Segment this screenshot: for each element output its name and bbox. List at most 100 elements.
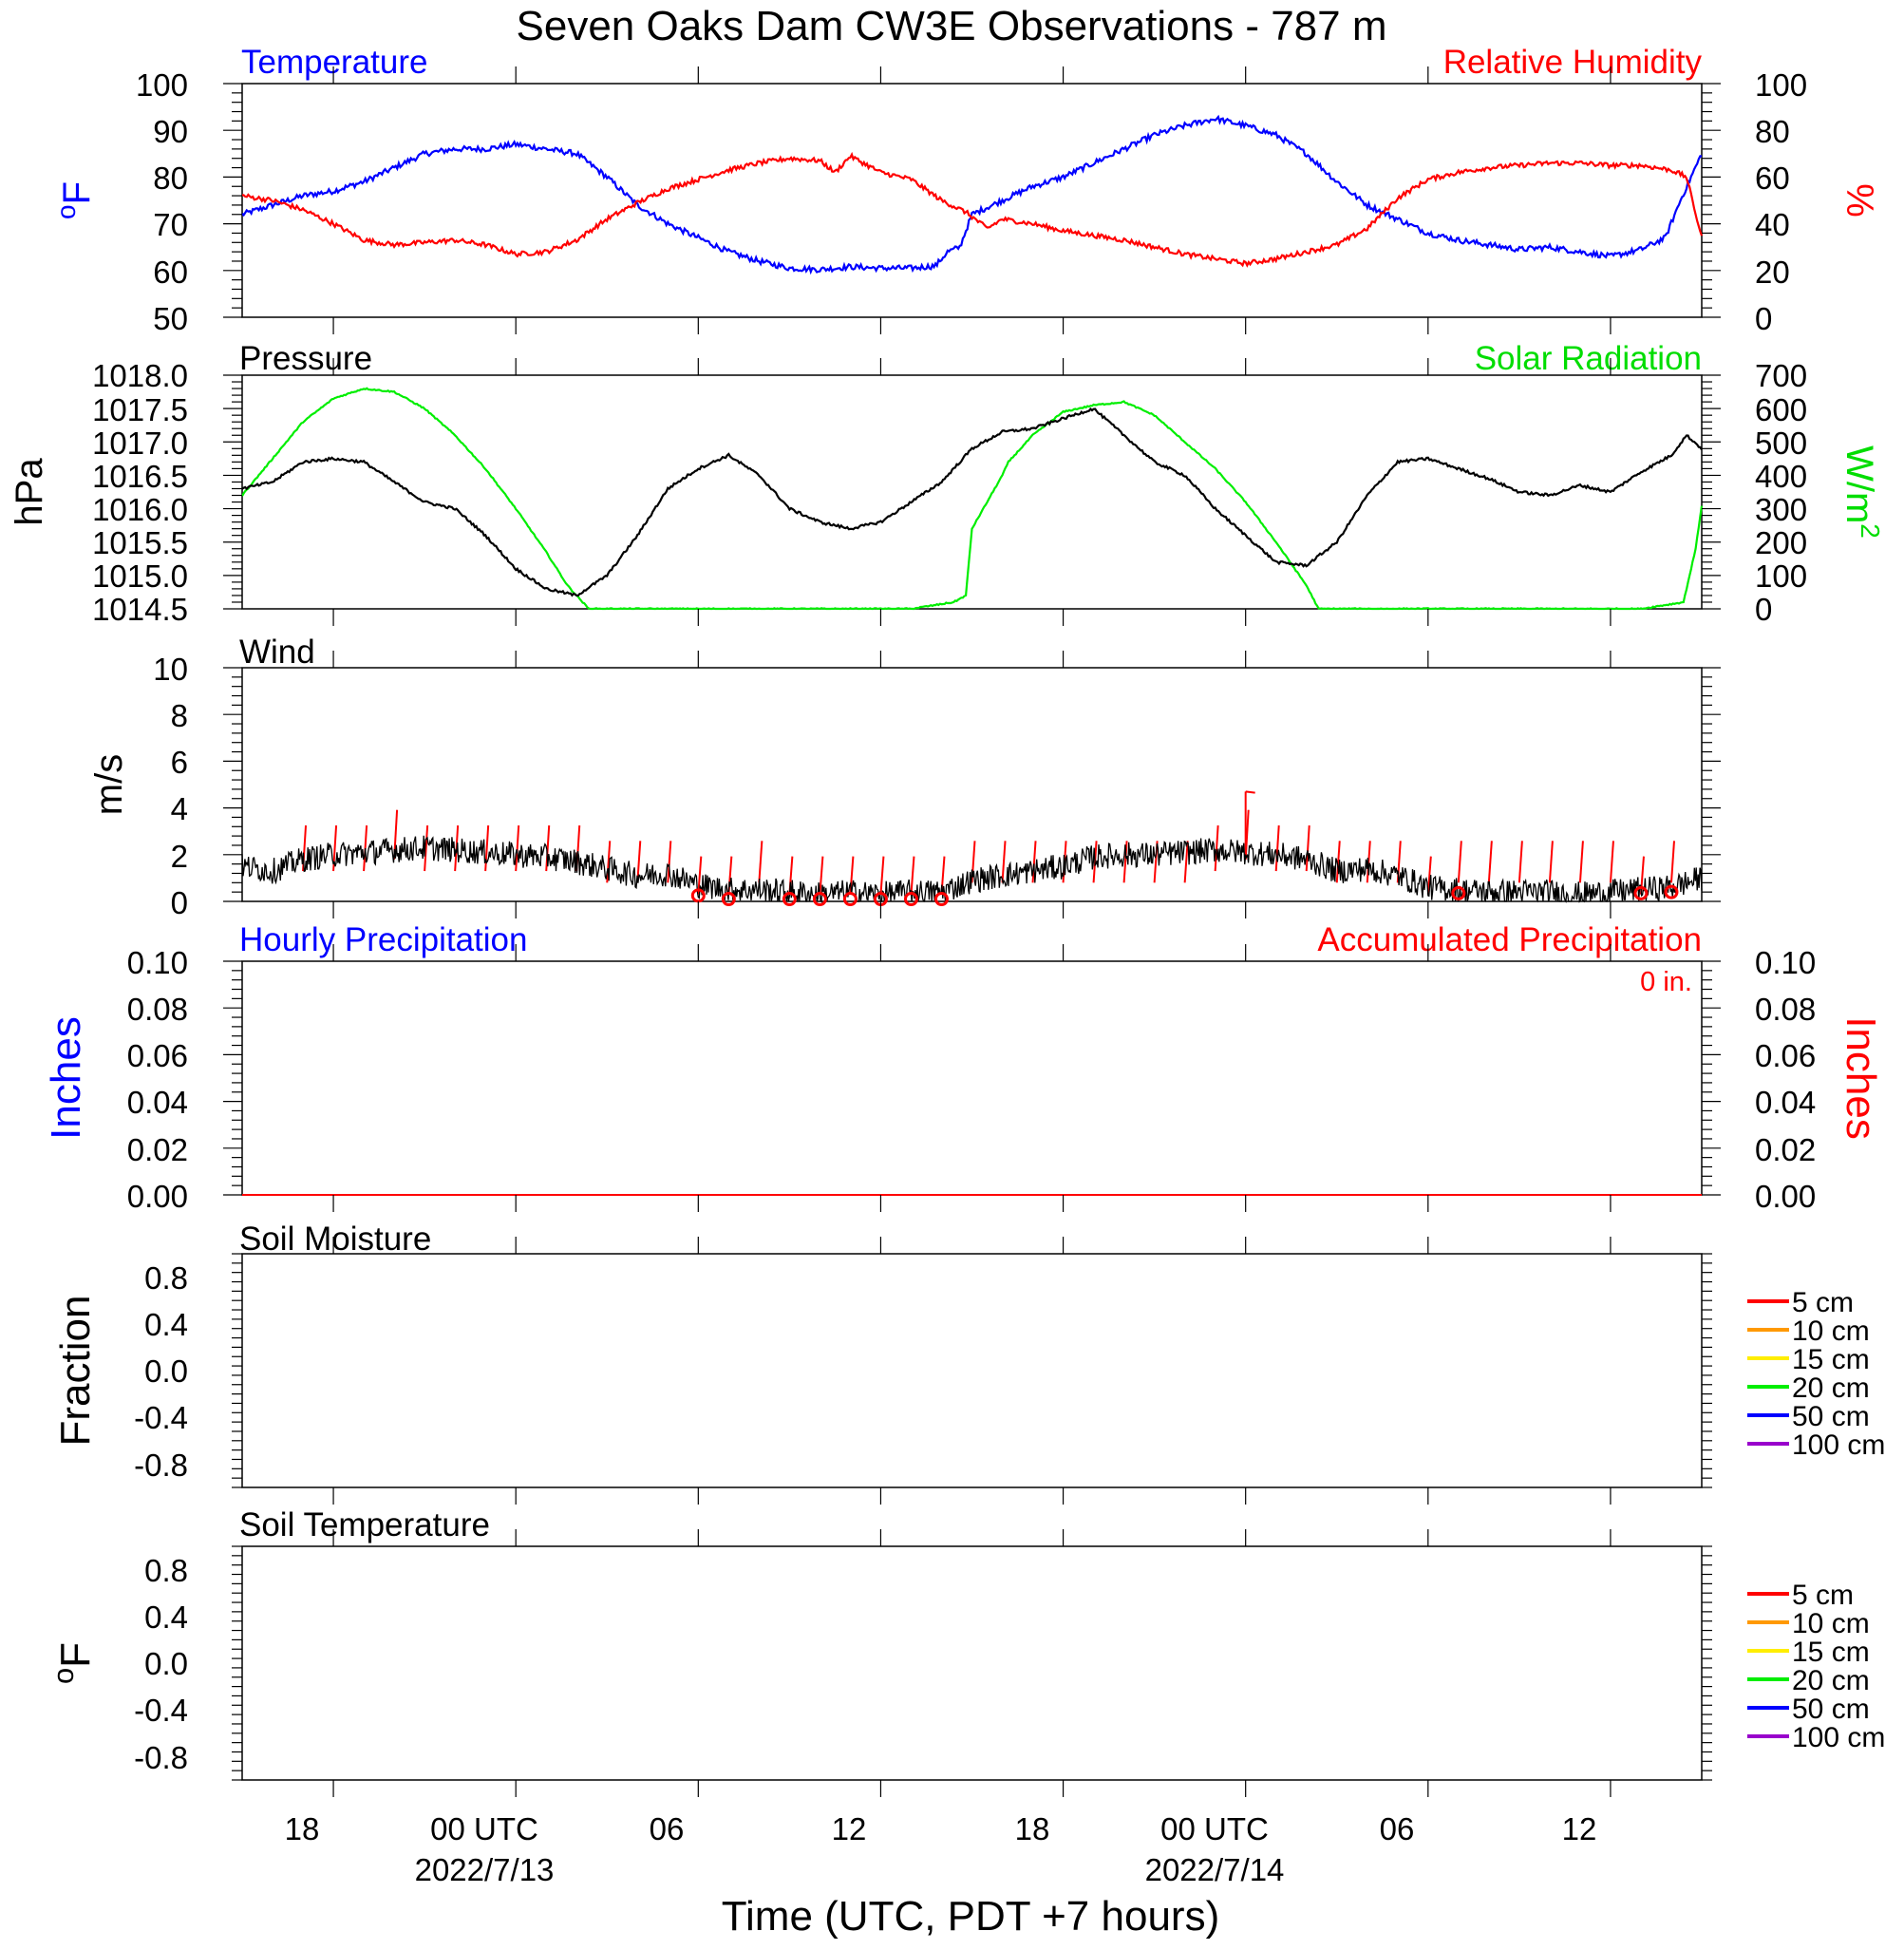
pressure-unit-label: hPa (9, 458, 50, 526)
pressure-solar-series (241, 387, 1704, 611)
wind-barb (1457, 841, 1462, 883)
soil-temp-frame (241, 1545, 1703, 1781)
wind-barb (424, 824, 429, 872)
wind-title: Wind (239, 634, 315, 671)
temp-rh-series (241, 114, 1704, 275)
wind-barb (879, 856, 885, 895)
legend-label: 100 cm (1792, 1429, 1885, 1461)
legend-label: 5 cm (1792, 1287, 1854, 1318)
soil-moisture-left-ticks: 0.8 0.4 0.0 -0.4 -0.8 (134, 1260, 188, 1483)
soil-moisture-unit-label: Fraction (52, 1296, 99, 1447)
wind-barb (1122, 841, 1128, 883)
soil-temp-tick: -0.4 (134, 1693, 188, 1728)
temp-tick: 90 (153, 114, 188, 149)
pressure-tick: 1018.0 (92, 358, 188, 393)
wind-tick: 4 (171, 791, 188, 826)
precip-tick: 0.04 (127, 1085, 188, 1120)
accum-tick: 0.04 (1755, 1085, 1816, 1120)
temp-rh-frame (241, 83, 1703, 318)
soil-temp-left-ticks: 0.8 0.4 0.0 -0.4 -0.8 (134, 1553, 188, 1775)
wind-barb (1426, 856, 1432, 895)
solar-tick: 200 (1755, 525, 1807, 560)
panel-soil-moisture: Soil Moisture 0.8 0.4 0.0 -0.4 -0.8 Frac… (52, 1221, 1885, 1488)
pressure-tick: 1016.0 (92, 492, 188, 527)
solar-tick: 0 (1755, 592, 1772, 627)
temp-tick: 70 (153, 207, 188, 242)
humidity-line (241, 151, 1704, 268)
soil-moisture-tick: -0.8 (134, 1448, 188, 1483)
legend-label: 15 cm (1792, 1344, 1870, 1375)
wind-barb (484, 824, 490, 872)
wind-barb (515, 824, 520, 872)
panel-precip: Hourly Precipitation Accumulated Precipi… (43, 921, 1884, 1214)
wind-frame (241, 667, 1703, 902)
wind-barb (667, 841, 672, 883)
calm-wind-marker (903, 892, 918, 907)
soil-temp-tick: 0.8 (144, 1553, 188, 1588)
precip-tick: 0.00 (127, 1179, 188, 1214)
panel-temp-rh: Temperature Relative Humidity 100 90 80 … (51, 44, 1881, 336)
wind-barb (697, 856, 703, 895)
pressure-tick: 1014.5 (92, 592, 188, 627)
wind-tick: 8 (171, 698, 188, 733)
solar-tick: 300 (1755, 492, 1807, 527)
legend-label: 10 cm (1792, 1608, 1870, 1639)
pressure-solar-frame (241, 374, 1703, 610)
wind-barb (1578, 841, 1584, 883)
wind-speed-line (241, 835, 1703, 904)
tick-marks (223, 66, 1721, 1797)
soil-moisture-title: Soil Moisture (239, 1221, 431, 1258)
wind-barb (758, 841, 763, 883)
pressure-tick: 1017.5 (92, 392, 188, 427)
temp-rh-left-ticks: 100 90 80 70 60 50 (136, 67, 188, 336)
legend-label: 20 cm (1792, 1665, 1870, 1696)
rh-tick: 60 (1755, 161, 1790, 196)
temp-tick: 100 (136, 67, 188, 103)
wind-barb (1669, 841, 1675, 883)
precip-left-ticks: 0.10 0.08 0.06 0.04 0.02 0.00 (127, 945, 188, 1214)
soil-temp-legend: 5 cm 10 cm 15 cm 20 cm 50 cm 100 cm (1747, 1580, 1885, 1753)
rh-tick: 100 (1755, 67, 1807, 103)
soil-moisture-frame (241, 1253, 1703, 1488)
solar-tick: 700 (1755, 358, 1807, 393)
soil-moisture-tick: 0.4 (144, 1307, 188, 1342)
legend-label: 100 cm (1792, 1722, 1885, 1753)
pressure-title: Pressure (239, 340, 372, 377)
temperature-line (241, 114, 1702, 275)
solar-title: Solar Radiation (1475, 340, 1702, 377)
legend-label: 20 cm (1792, 1373, 1870, 1404)
x-axis-title: Time (UTC, PDT +7 hours) (722, 1893, 1219, 1940)
solar-line (241, 387, 1704, 611)
precip-tick: 0.02 (127, 1132, 188, 1167)
calm-wind-marker (690, 888, 706, 903)
pressure-line (241, 407, 1703, 597)
wind-left-ticks: 10 8 6 4 2 0 (153, 652, 188, 920)
x-tick-label: 18 (1015, 1811, 1050, 1846)
panel-wind: Wind 10 8 6 4 2 0 m/s (88, 634, 1703, 920)
humidity-title: Relative Humidity (1443, 44, 1703, 81)
calm-wind-marker (721, 892, 736, 907)
calm-wind-marker (812, 892, 827, 907)
temp-tick: 60 (153, 255, 188, 290)
wind-barb (819, 856, 824, 895)
accum-tick: 0.10 (1755, 945, 1816, 980)
soil-moisture-tick: 0.8 (144, 1260, 188, 1296)
accum-tick: 0.06 (1755, 1038, 1816, 1073)
accum-precip-title: Accumulated Precipitation (1317, 921, 1702, 958)
hourly-precip-title: Hourly Precipitation (239, 921, 527, 958)
precip-right-ticks: 0.10 0.08 0.06 0.04 0.02 0.00 (1755, 945, 1816, 1214)
panel-soil-temp: Soil Temperature 0.8 0.4 0.0 -0.4 -0.8 o… (47, 1506, 1885, 1781)
precip-right-unit-label: Inches (1838, 1016, 1884, 1140)
pressure-left-ticks: 1018.0 1017.5 1017.0 1016.5 1016.0 1015.… (92, 358, 188, 627)
accum-tick: 0.00 (1755, 1179, 1816, 1214)
wind-tick: 10 (153, 652, 188, 687)
wind-barb (1548, 841, 1554, 883)
wind-barb (1245, 790, 1255, 794)
x-tick-label: 00 UTC (1160, 1811, 1269, 1846)
wind-barb (1274, 824, 1280, 872)
solar-tick: 600 (1755, 392, 1807, 427)
accum-tick: 0.08 (1755, 992, 1816, 1027)
precip-tick: 0.06 (127, 1038, 188, 1073)
wind-barb (910, 856, 915, 895)
